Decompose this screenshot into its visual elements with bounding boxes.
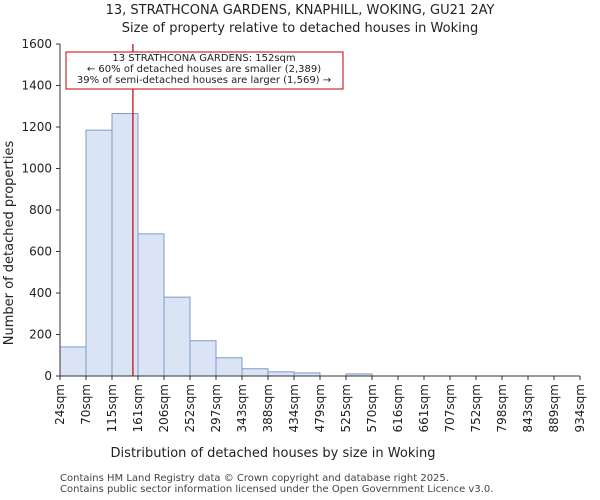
x-tick-label: 661sqm xyxy=(417,384,431,432)
y-tick-label: 1600 xyxy=(21,37,52,51)
histogram-bar xyxy=(163,296,191,377)
x-tick-label: 707sqm xyxy=(443,384,457,432)
y-tick-labels: 0 200 400 600 800 1000 1200 1400 1600 xyxy=(21,37,52,383)
x-tick-label: 889sqm xyxy=(547,384,561,432)
histogram-bar xyxy=(267,371,295,377)
histogram-bar xyxy=(137,233,165,377)
property-annotation: 13 STRATHCONA GARDENS: 152sqm ← 60% of d… xyxy=(65,51,344,90)
annotation-box xyxy=(65,51,344,90)
y-tick-label: 600 xyxy=(29,245,52,259)
x-tick-labels: 24sqm 70sqm 115sqm 161sqm 206sqm 252sqm 297sqm… xyxy=(53,384,587,432)
x-tick-label: 434sqm xyxy=(287,384,301,432)
y-axis-label: Number of detached properties xyxy=(2,141,17,346)
x-tick-label: 206sqm xyxy=(157,384,171,432)
histogram-bar xyxy=(215,357,243,377)
y-tick-label: 800 xyxy=(29,203,52,217)
x-axis-label: Distribution of detached houses by size … xyxy=(111,446,436,461)
x-tick-label: 798sqm xyxy=(495,384,509,432)
histogram-bar xyxy=(111,113,139,377)
footer-copyright: Contains HM Land Registry data © Crown c… xyxy=(60,473,449,484)
x-tick-label: 843sqm xyxy=(521,384,535,432)
x-tick-label: 388sqm xyxy=(261,384,275,432)
chart-title-line-1: 13, STRATHCONA GARDENS, KNAPHILL, WOKING… xyxy=(106,3,495,18)
chart-title: 13, STRATHCONA GARDENS, KNAPHILL, WOKING… xyxy=(106,3,495,36)
y-tick-label: 0 xyxy=(44,369,52,383)
annotation-line-1: 13 STRATHCONA GARDENS: 152sqm xyxy=(112,53,295,64)
footer-licence: Contains public sector information licen… xyxy=(60,484,494,495)
x-tick-label: 479sqm xyxy=(313,384,327,432)
y-tick-label: 1400 xyxy=(21,79,52,93)
histogram-bar xyxy=(59,346,87,377)
x-tick-label: 616sqm xyxy=(391,384,405,432)
x-tick-label: 297sqm xyxy=(209,384,223,432)
histogram-bar xyxy=(241,368,269,377)
annotation-line-3: 39% of semi-detached houses are larger (… xyxy=(77,75,331,86)
x-tick-label: 115sqm xyxy=(105,384,119,432)
x-tick-label: 161sqm xyxy=(131,384,145,432)
x-tick-label: 24sqm xyxy=(53,384,67,425)
y-tick-label: 1200 xyxy=(21,120,52,134)
y-tick-label: 1000 xyxy=(21,162,52,176)
x-tick-label: 70sqm xyxy=(79,384,93,425)
histogram-bar xyxy=(85,129,113,377)
histogram-bar xyxy=(189,340,217,377)
x-tick-label: 570sqm xyxy=(365,384,379,432)
bars xyxy=(59,113,373,377)
axes xyxy=(56,43,581,380)
x-tick-label: 252sqm xyxy=(183,384,197,432)
y-tick-label: 400 xyxy=(29,286,52,300)
x-tick-label: 752sqm xyxy=(469,384,483,432)
x-tick-label: 525sqm xyxy=(339,384,353,432)
x-tick-label: 343sqm xyxy=(235,384,249,432)
x-tick-label: 934sqm xyxy=(573,384,587,432)
y-tick-label: 200 xyxy=(29,328,52,342)
chart-title-line-2: Size of property relative to detached ho… xyxy=(122,21,478,36)
annotation-line-2: ← 60% of detached houses are smaller (2,… xyxy=(87,64,321,75)
